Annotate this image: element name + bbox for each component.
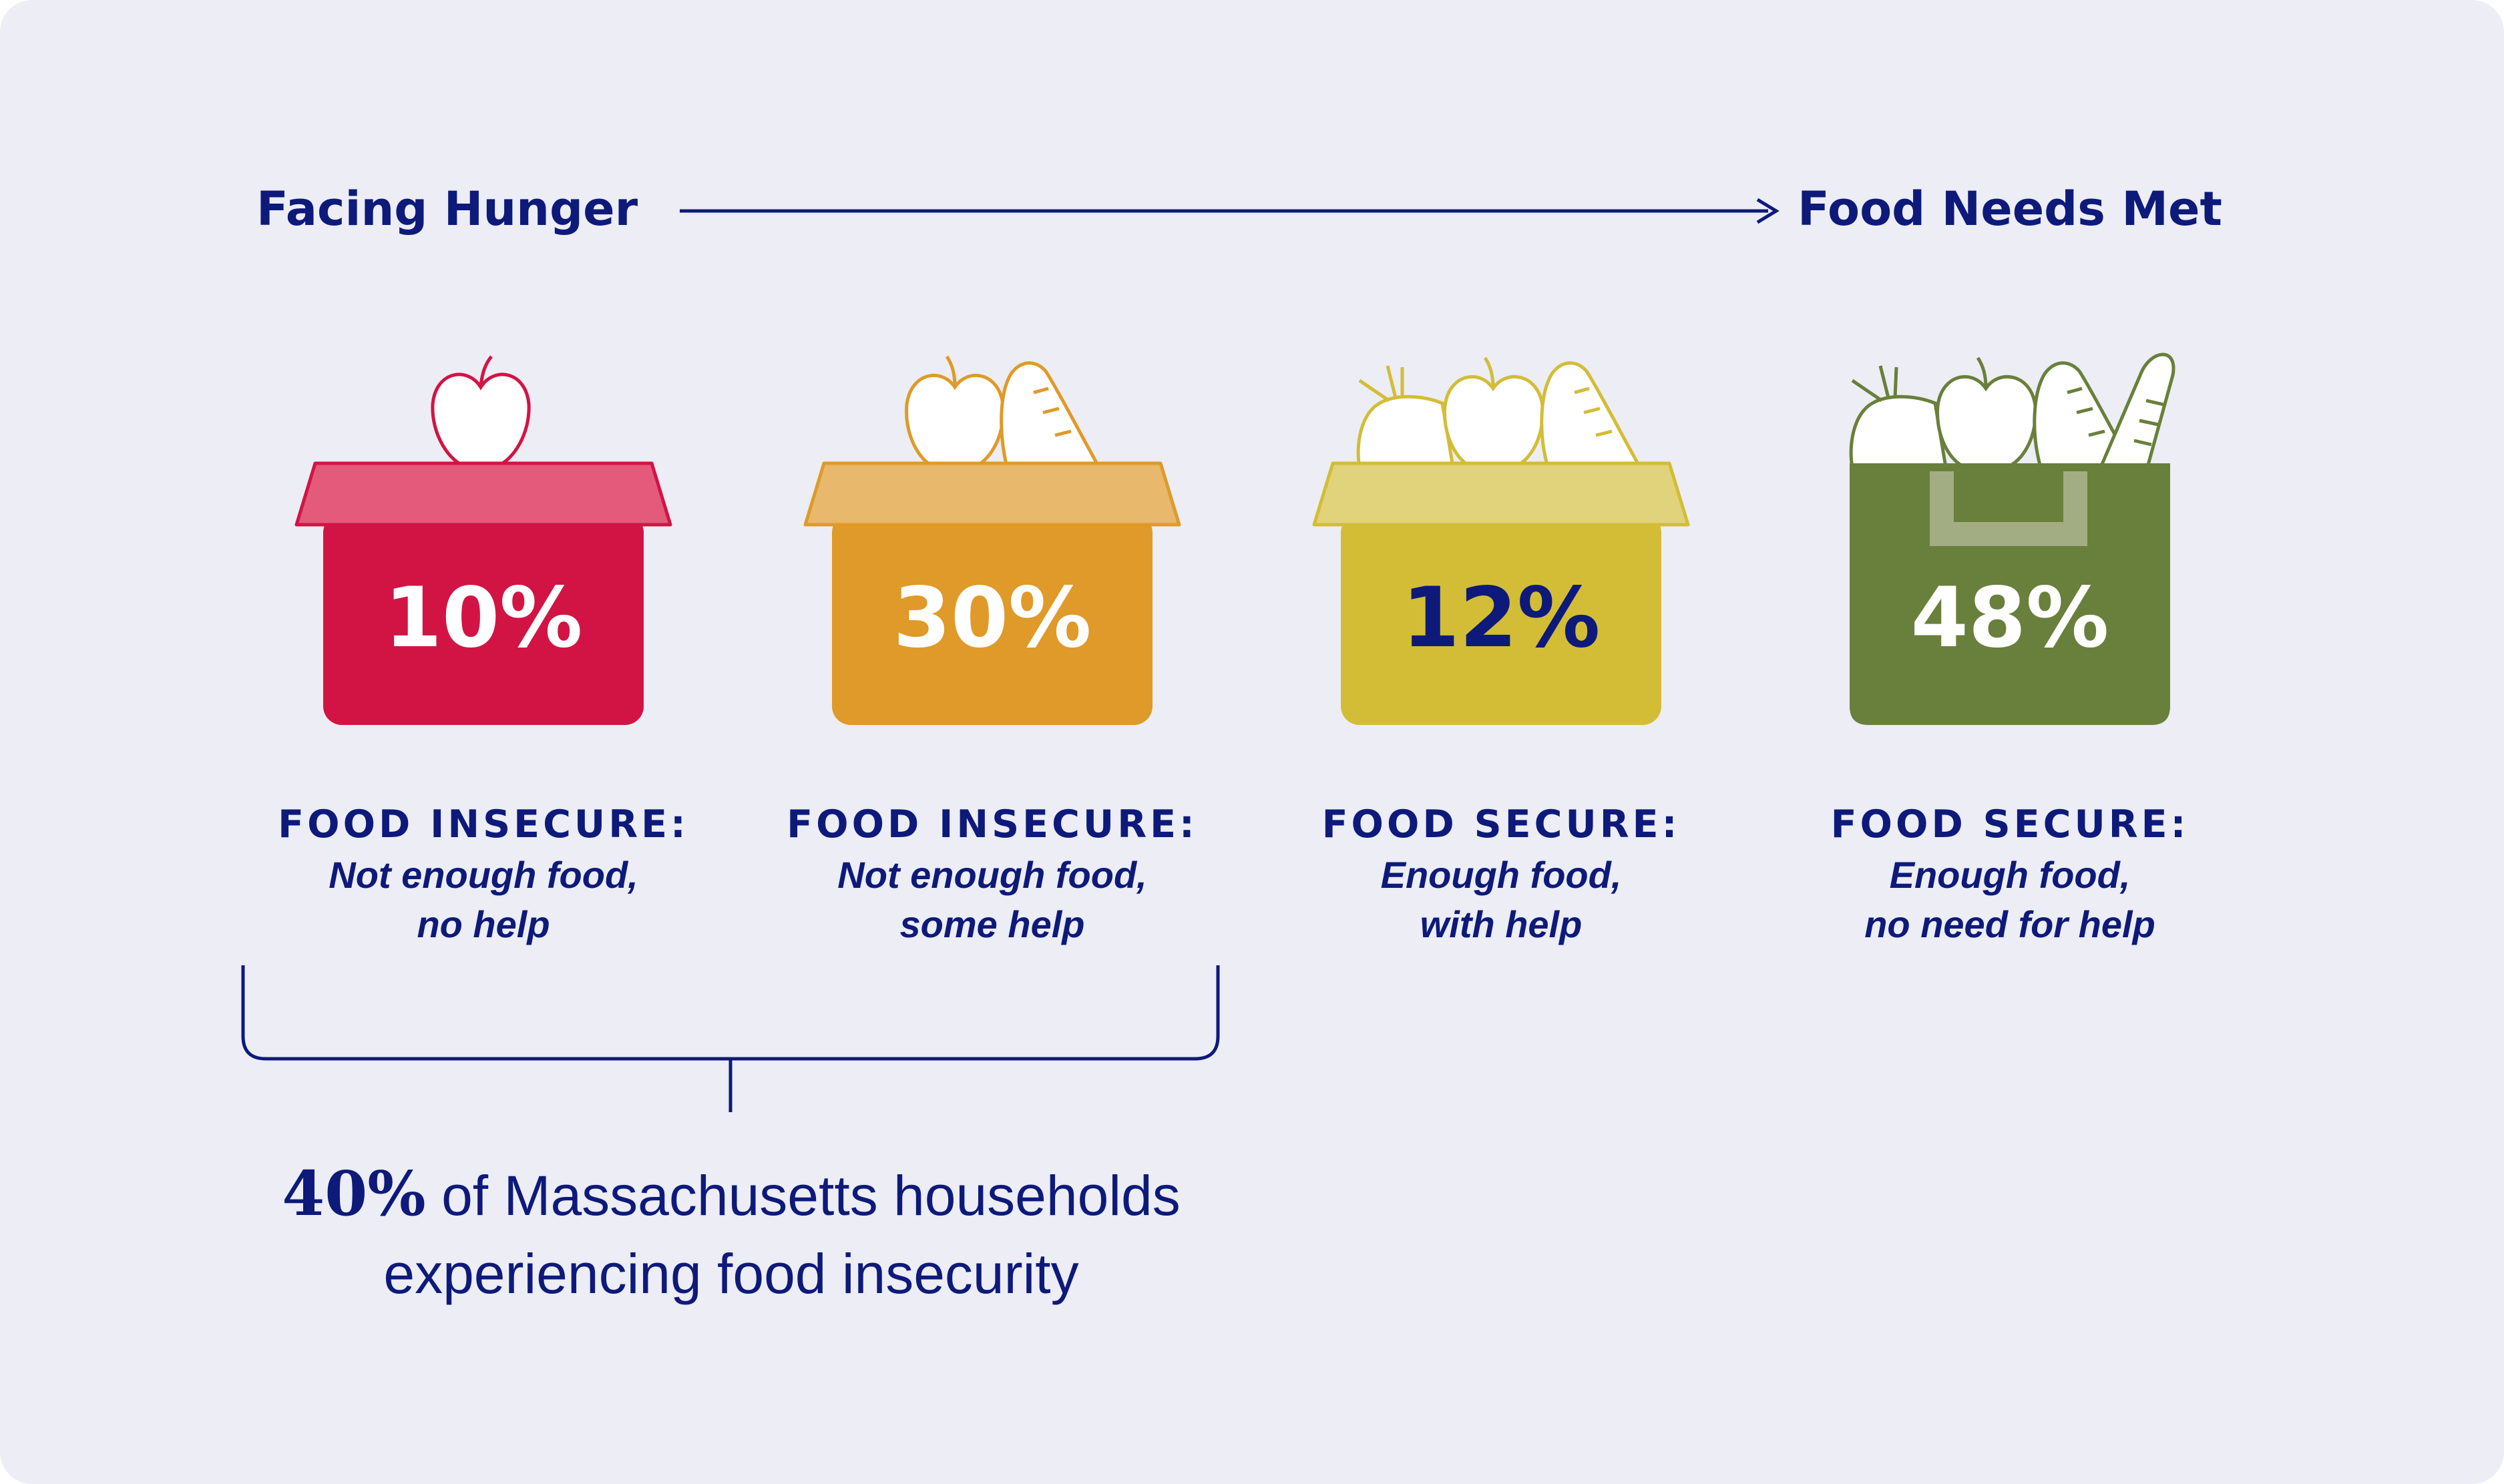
summary-line-1-text: of Massachusetts households <box>425 1164 1181 1227</box>
baguette-icon <box>2098 352 2175 469</box>
box-body <box>323 514 644 725</box>
summary-line-1: 40% of Massachusetts households <box>200 1154 1262 1236</box>
carrot-icon <box>2033 361 2136 469</box>
caption-4-title: FOOD SECURE: <box>1830 802 2189 846</box>
radish-icon <box>1356 365 1455 469</box>
box-lid <box>1312 461 1690 527</box>
caption-3-line1: Enough food, <box>1380 854 1622 896</box>
grouping-bracket <box>241 965 1220 1112</box>
apple-icon <box>1936 356 2037 469</box>
carrot-icon <box>1000 361 1102 469</box>
summary-highlight: 40% <box>282 1158 426 1230</box>
scale-arrow <box>680 198 1780 224</box>
apple-icon <box>1443 356 1544 469</box>
value-label-2: 30% <box>893 570 1092 666</box>
apple-icon <box>431 355 531 469</box>
food-box-3 <box>1312 356 1690 725</box>
apple-icon <box>905 355 1005 469</box>
food-box-2 <box>803 355 1181 725</box>
caption-1-title: FOOD INSECURE: <box>278 802 689 846</box>
caption-3-line2: with help <box>1420 903 1583 945</box>
box-lid <box>294 461 672 527</box>
value-label-3: 12% <box>1402 570 1601 666</box>
caption-1-line1: Not enough food, <box>329 854 638 896</box>
box-body <box>832 514 1153 725</box>
carrot-icon <box>1540 361 1643 469</box>
caption-4-line2: no need for help <box>1864 903 2155 945</box>
radish-icon <box>1849 365 1948 469</box>
summary-line-2: experiencing food insecurity <box>383 1242 1079 1305</box>
food-bag-4 <box>1849 352 2175 725</box>
caption-4-line1: Enough food, <box>1889 854 2131 896</box>
caption-2-line1: Not enough food, <box>837 854 1147 896</box>
value-label-4: 48% <box>1910 570 2109 666</box>
food-box-1 <box>294 355 672 725</box>
box-body <box>1341 514 1661 725</box>
scale-left-label: Facing Hunger <box>256 182 638 236</box>
caption-3-title: FOOD SECURE: <box>1321 802 1681 846</box>
value-label-1: 10% <box>384 570 583 666</box>
caption-2-line2: some help <box>899 903 1085 945</box>
scale-right-label: Food Needs Met <box>1798 182 2222 236</box>
box-lid <box>803 461 1181 527</box>
caption-1-line2: no help <box>417 903 550 945</box>
bag-handle <box>1930 471 2087 546</box>
caption-2-title: FOOD INSECURE: <box>787 802 1198 846</box>
